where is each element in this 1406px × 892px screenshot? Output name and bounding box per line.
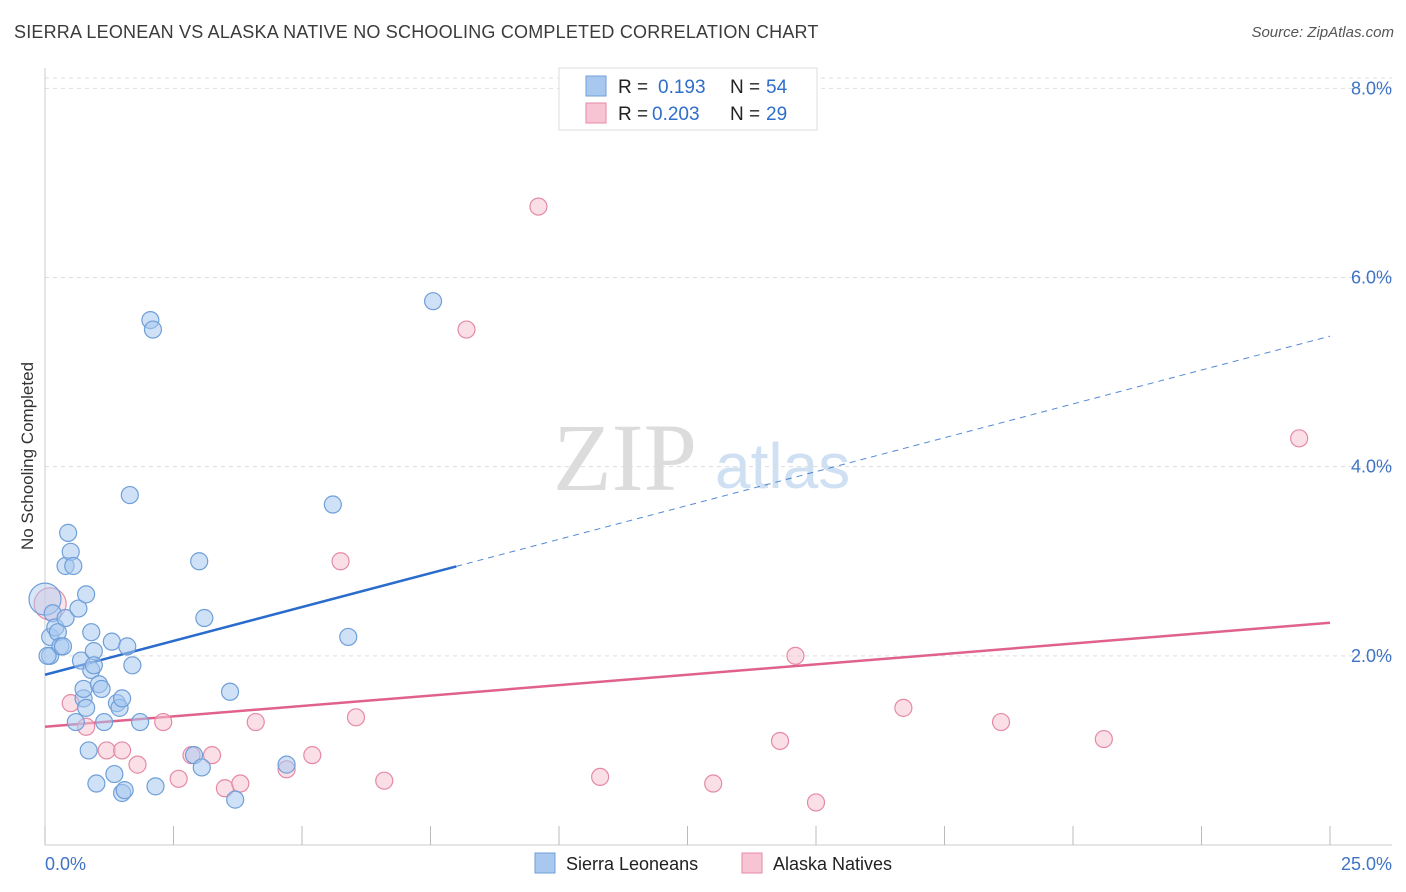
watermark-atlas: atlas (715, 430, 850, 502)
legend-n-value-1: 54 (766, 77, 788, 98)
y-tick-label-6: 6.0% (1351, 268, 1392, 288)
trend-lines (44, 335, 1331, 729)
point-alaska-natives-24 (806, 793, 826, 812)
point-sierra-leoneans-49 (277, 755, 296, 774)
point-alaska-natives-5 (128, 755, 147, 774)
point-sierra-leoneans-37 (120, 485, 139, 505)
point-sierra-leoneans-14 (69, 599, 88, 618)
legend-swatch-sierra-leoneans-bottom (534, 852, 556, 874)
point-alaska-natives-6 (154, 712, 173, 732)
point-sierra-leoneans-29 (102, 632, 121, 651)
point-sierra-leoneans-48 (226, 790, 245, 809)
point-alaska-natives-15 (331, 552, 350, 571)
point-sierra-leoneans-36 (118, 637, 137, 656)
series-legend: Sierra Leoneans Alaska Natives (534, 852, 892, 874)
axes (44, 68, 1392, 846)
point-alaska-natives-7 (169, 769, 188, 788)
point-sierra-leoneans-46 (195, 608, 214, 628)
trend-line-alaska-natives (44, 621, 1331, 729)
legend-r-label-1: R = (618, 77, 648, 98)
point-alaska-natives-4 (112, 741, 132, 760)
point-sierra-leoneans-38 (123, 656, 142, 675)
point-alaska-natives-21 (704, 774, 723, 793)
watermark: ZIP atlas (553, 404, 850, 511)
point-alaska-natives-9 (202, 746, 222, 765)
point-sierra-leoneans-44 (190, 552, 209, 571)
point-alaska-natives-26 (991, 712, 1011, 732)
point-sierra-leoneans-50 (323, 495, 342, 514)
legend-r-label-2: R = (618, 104, 648, 125)
point-alaska-natives-3 (97, 741, 116, 760)
legend-label-sierra-leoneans: Sierra Leoneans (566, 854, 698, 874)
point-sierra-leoneans-52 (423, 292, 443, 311)
point-sierra-leoneans-8 (56, 608, 75, 628)
point-alaska-natives-19 (529, 197, 548, 216)
point-sierra-leoneans-10 (59, 523, 78, 542)
point-sierra-leoneans-35 (115, 781, 134, 800)
point-alaska-natives-16 (346, 708, 366, 727)
point-sierra-leoneans-17 (74, 679, 93, 699)
point-sierra-leoneans-41 (143, 320, 163, 339)
data-points (28, 197, 1309, 812)
point-sierra-leoneans-19 (77, 585, 96, 604)
point-alaska-natives-14 (303, 746, 322, 765)
point-alaska-natives-28 (1290, 429, 1309, 448)
point-sierra-leoneans-13 (66, 712, 85, 732)
chart-title: SIERRA LEONEAN VS ALASKA NATIVE NO SCHOO… (14, 22, 819, 42)
trend-line-sierra-leoneans-extrapolated (456, 335, 1331, 567)
point-sierra-leoneans-47 (220, 682, 240, 701)
point-sierra-leoneans-25 (87, 774, 106, 793)
point-sierra-leoneans-39 (130, 712, 150, 732)
watermark-zip: ZIP (553, 404, 697, 511)
x-tick-label-max: 25.0% (1341, 854, 1392, 874)
point-alaska-natives-25 (894, 698, 913, 717)
point-alaska-natives-11 (231, 774, 250, 793)
legend-r-value-2: 0.203 (652, 104, 700, 125)
point-sierra-leoneans-33 (112, 689, 132, 708)
trend-line-sierra-leoneans (44, 565, 457, 676)
point-alaska-natives-18 (457, 320, 476, 339)
point-sierra-leoneans-20 (79, 741, 98, 760)
y-tick-label-8: 8.0% (1351, 78, 1392, 98)
point-sierra-leoneans-51 (339, 627, 358, 647)
point-sierra-leoneans-24 (84, 656, 103, 675)
point-sierra-leoneans-53 (38, 646, 57, 665)
point-alaska-natives-23 (786, 646, 805, 665)
legend-swatch-sierra-leoneans (585, 75, 607, 97)
point-alaska-natives-20 (591, 767, 610, 787)
source-label: Source: ZipAtlas.com (1251, 24, 1394, 41)
point-sierra-leoneans-12 (64, 556, 83, 576)
point-sierra-leoneans-30 (105, 764, 124, 784)
tick-labels: 2.0% 4.0% 6.0% 8.0% 0.0% 25.0% (45, 78, 1392, 874)
legend-n-label-2: N = (730, 104, 760, 125)
legend-label-alaska-natives: Alaska Natives (773, 854, 892, 874)
point-sierra-leoneans-7 (53, 637, 73, 656)
gridlines (45, 77, 1392, 657)
point-alaska-natives-12 (246, 712, 265, 732)
point-alaska-natives-22 (770, 731, 790, 751)
point-sierra-leoneans-27 (92, 679, 111, 699)
point-sierra-leoneans-42 (146, 777, 165, 796)
point-sierra-leoneans-18 (77, 698, 96, 717)
legend-n-label-1: N = (730, 77, 760, 98)
legend-r-value-1: 0.193 (658, 77, 706, 98)
point-sierra-leoneans-28 (95, 712, 114, 732)
point-sierra-leoneans-22 (82, 623, 101, 642)
legend-swatch-alaska-natives (585, 102, 607, 124)
legend-n-value-2: 29 (766, 104, 787, 125)
legend-swatch-alaska-natives-bottom (741, 852, 763, 874)
point-sierra-leoneans-45 (192, 758, 211, 777)
point-alaska-natives-27 (1094, 729, 1113, 749)
y-tick-label-4: 4.0% (1351, 457, 1392, 477)
correlation-legend: R = 0.193 N = 54 R = 0.203 N = 29 (558, 67, 818, 131)
y-tick-label-2: 2.0% (1351, 646, 1392, 666)
x-tick-label-min: 0.0% (45, 854, 86, 874)
point-alaska-natives-17 (375, 771, 394, 790)
